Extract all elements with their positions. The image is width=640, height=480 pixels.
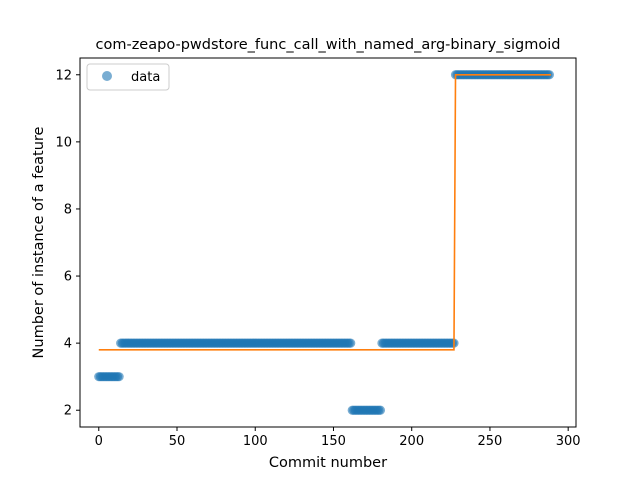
x-axis-label: Commit number xyxy=(269,455,387,471)
x-tick-label: 250 xyxy=(478,434,503,449)
data-point xyxy=(115,372,124,381)
x-tick-label: 100 xyxy=(243,434,268,449)
x-tick-label: 0 xyxy=(95,434,103,449)
x-tick-label: 50 xyxy=(169,434,186,449)
x-tick-label: 300 xyxy=(556,434,581,449)
chart-title: com-zeapo-pwdstore_func_call_with_named_… xyxy=(96,37,561,53)
data-point xyxy=(346,339,355,348)
y-tick-label: 12 xyxy=(55,68,72,83)
y-tick-label: 2 xyxy=(64,404,72,419)
y-axis-label: Number of instance of a feature xyxy=(31,126,47,358)
y-tick-label: 6 xyxy=(64,270,72,285)
data-point xyxy=(376,406,385,415)
y-tick-label: 8 xyxy=(64,202,72,217)
x-tick-label: 200 xyxy=(399,434,424,449)
legend: data xyxy=(87,64,169,90)
y-tick-label: 10 xyxy=(55,135,72,150)
legend-marker-data xyxy=(102,71,112,81)
x-tick-label: 150 xyxy=(321,434,346,449)
legend-label-data: data xyxy=(131,70,160,85)
y-tick-label: 4 xyxy=(64,337,72,352)
